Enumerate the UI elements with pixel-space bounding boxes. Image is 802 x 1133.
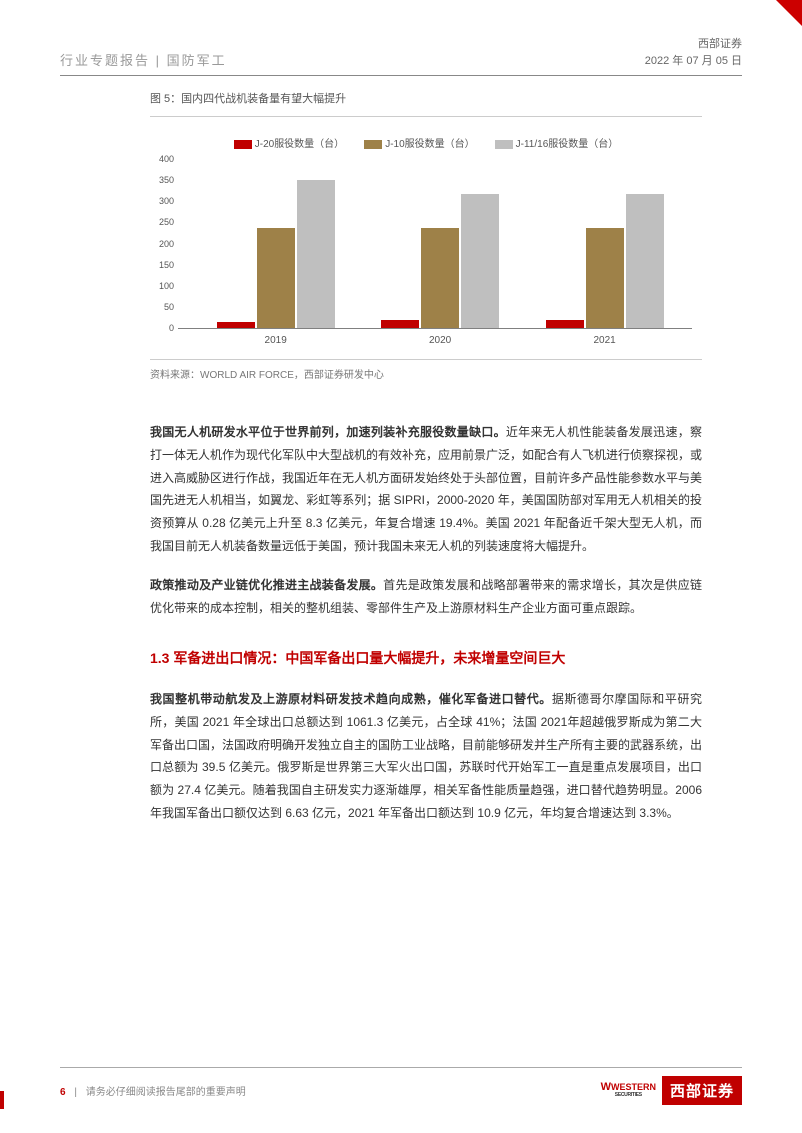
bar-group bbox=[217, 180, 335, 328]
bar-chart: J-20服役数量（台）J-10服役数量（台）J-11/16服役数量（台） 050… bbox=[150, 131, 702, 351]
y-tick-label: 50 bbox=[152, 302, 174, 312]
bar bbox=[421, 228, 459, 328]
chart-plot-area: 050100150200250300350400201920202021 bbox=[178, 159, 692, 329]
x-tick-label: 2019 bbox=[265, 335, 287, 346]
y-tick-label: 400 bbox=[152, 154, 174, 164]
bar bbox=[461, 194, 499, 328]
bar bbox=[626, 194, 664, 328]
bar-group bbox=[546, 194, 664, 328]
paragraph-1: 我国无人机研发水平位于世界前列，加速列装补充服役数量缺口。近年来无人机性能装备发… bbox=[150, 421, 702, 558]
x-tick-label: 2021 bbox=[593, 335, 615, 346]
chart-title-separator bbox=[150, 116, 702, 117]
p3-body: 据斯德哥尔摩国际和平研究所，美国 2021 年全球出口总额达到 1061.3 亿… bbox=[150, 692, 702, 820]
footer-separator: | bbox=[74, 1087, 77, 1098]
p1-body: 近年来无人机性能装备发展迅速，察打一体无人机作为现代化军队中大型战机的有效补充，… bbox=[150, 425, 702, 553]
header-breadcrumb: 行业专题报告 | 国防军工 bbox=[60, 50, 227, 69]
chart-legend: J-20服役数量（台） J-10服役数量（台） J-11/16服役数量（台） bbox=[150, 135, 702, 150]
header-date: 2022 年 07 月 05 日 bbox=[645, 53, 742, 70]
logo-western-icon: WWESTERN SECURITIES bbox=[601, 1083, 656, 1097]
chart-title: 图 5：国内四代战机装备量有望大幅提升 bbox=[150, 90, 702, 106]
paragraph-2: 政策推动及产业链优化推进主战装备发展。首先是政策发展和战略部署带来的需求增长，其… bbox=[150, 574, 702, 620]
body-text: 我国无人机研发水平位于世界前列，加速列装补充服役数量缺口。近年来无人机性能装备发… bbox=[150, 421, 702, 825]
legend-item: J-20服役数量（台） bbox=[234, 135, 344, 150]
legend-item: J-11/16服役数量（台） bbox=[495, 135, 619, 150]
bar bbox=[217, 322, 255, 328]
paragraph-3: 我国整机带动航发及上游原材料研发技术趋向成熟，催化军备进口替代。据斯德哥尔摩国际… bbox=[150, 688, 702, 825]
bar bbox=[586, 228, 624, 328]
bar bbox=[257, 228, 295, 328]
p1-lead: 我国无人机研发水平位于世界前列，加速列装补充服役数量缺口。 bbox=[150, 425, 506, 439]
bar bbox=[297, 180, 335, 328]
page-footer: 6 | 请务必仔细阅读报告尾部的重要声明 WWESTERN SECURITIES… bbox=[60, 1067, 742, 1105]
chart-source: 资料来源：WORLD AIR FORCE，西部证券研发中心 bbox=[150, 359, 702, 381]
y-tick-label: 0 bbox=[152, 323, 174, 333]
bar bbox=[381, 320, 419, 328]
legend-label: J-20服役数量（台） bbox=[255, 139, 344, 150]
legend-swatch bbox=[495, 140, 513, 149]
legend-swatch bbox=[234, 140, 252, 149]
footer-left: 6 | 请务必仔细阅读报告尾部的重要声明 bbox=[60, 1083, 246, 1098]
footer-note: 请务必仔细阅读报告尾部的重要声明 bbox=[86, 1087, 246, 1098]
p3-lead: 我国整机带动航发及上游原材料研发技术趋向成熟，催化军备进口替代。 bbox=[150, 692, 552, 706]
bar-group bbox=[381, 194, 499, 328]
chart-section: 图 5：国内四代战机装备量有望大幅提升 J-20服役数量（台） J-10服役数量（… bbox=[150, 90, 702, 381]
section-heading: 1.3 军备进出口情况：中国军备出口量大幅提升，未来增量空间巨大 bbox=[150, 645, 702, 672]
page-number: 6 bbox=[60, 1087, 66, 1098]
footer-right: WWESTERN SECURITIES 西部证券 bbox=[601, 1076, 742, 1105]
header-company: 西部证券 bbox=[645, 36, 742, 53]
header-meta: 西部证券 2022 年 07 月 05 日 bbox=[645, 36, 742, 69]
legend-label: J-10服役数量（台） bbox=[385, 139, 474, 150]
y-tick-label: 300 bbox=[152, 196, 174, 206]
y-tick-label: 150 bbox=[152, 260, 174, 270]
p2-lead: 政策推动及产业链优化推进主战装备发展。 bbox=[150, 578, 383, 592]
legend-label: J-11/16服役数量（台） bbox=[516, 139, 619, 150]
y-tick-label: 350 bbox=[152, 175, 174, 185]
logo-en-top: WESTERN bbox=[611, 1082, 656, 1092]
y-tick-label: 100 bbox=[152, 281, 174, 291]
logo-cn: 西部证券 bbox=[662, 1076, 742, 1105]
bar bbox=[546, 320, 584, 328]
legend-swatch bbox=[364, 140, 382, 149]
x-tick-label: 2020 bbox=[429, 335, 451, 346]
y-tick-label: 250 bbox=[152, 217, 174, 227]
y-tick-label: 200 bbox=[152, 239, 174, 249]
legend-item: J-10服役数量（台） bbox=[364, 135, 474, 150]
page-header: 行业专题报告 | 国防军工 西部证券 2022 年 07 月 05 日 bbox=[60, 36, 742, 76]
logo-en-sub: SECURITIES bbox=[601, 1093, 656, 1098]
